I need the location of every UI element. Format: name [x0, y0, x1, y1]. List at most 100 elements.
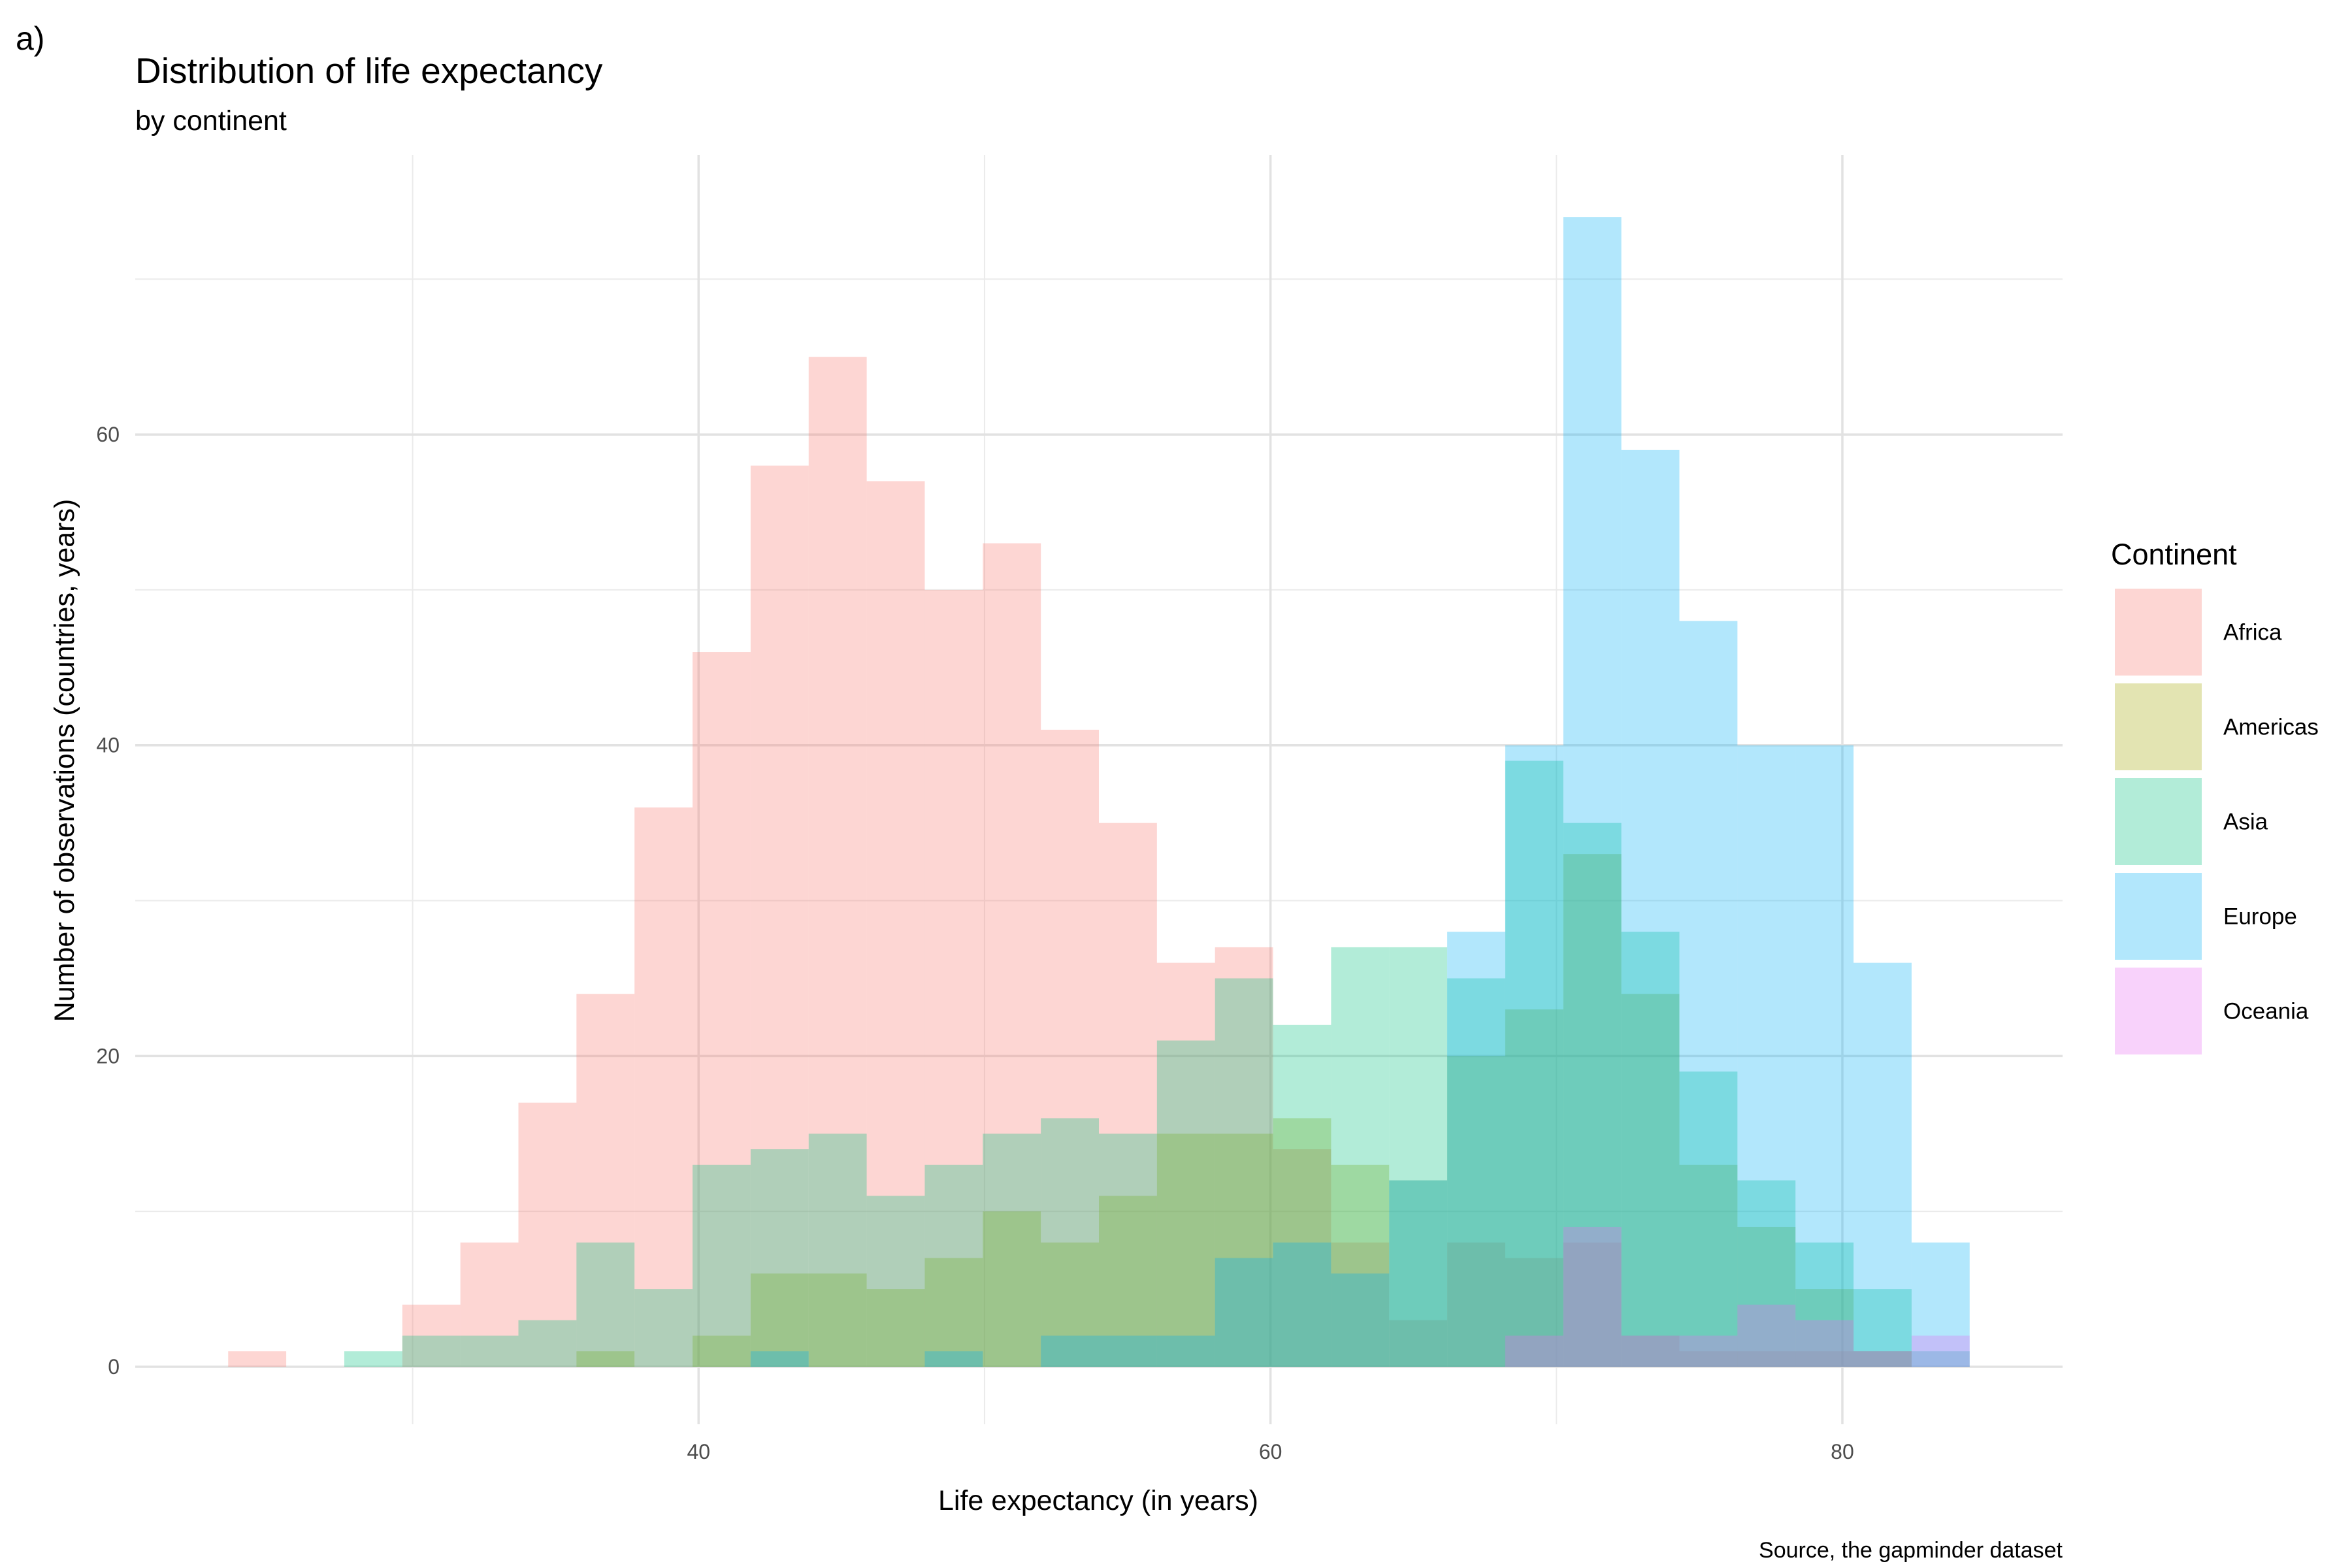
histogram-bar-europe: [1563, 217, 1622, 1367]
histogram-bar-africa: [1737, 1351, 1796, 1367]
histogram-bar-africa: [1099, 823, 1157, 1367]
series-americas: [576, 854, 1912, 1367]
histogram-bar-africa: [1215, 947, 1273, 1367]
histogram-bar-europe: [1273, 1242, 1331, 1367]
histogram-bar-americas: [1099, 1196, 1157, 1367]
legend-label-africa: Africa: [2223, 620, 2282, 645]
histogram-bar-africa: [924, 589, 983, 1367]
x-tick-label: 60: [1259, 1440, 1282, 1463]
histogram-bar-oceania: [1679, 1335, 1738, 1367]
legend-title: Continent: [2111, 538, 2237, 571]
histogram-bar-africa: [576, 994, 635, 1367]
histogram-bar-asia: [1911, 1351, 1970, 1367]
histogram-bar-oceania: [1505, 1335, 1563, 1367]
histogram-bar-americas: [1215, 1134, 1273, 1367]
histogram-bar-europe: [1331, 1273, 1390, 1367]
histogram-bar-americas: [1795, 1289, 1854, 1367]
y-tick-label: 60: [96, 423, 120, 446]
histogram-bar-americas: [983, 1211, 1041, 1367]
histogram-bar-americas: [808, 1273, 867, 1367]
y-axis-title: Number of observations (countries, years…: [49, 499, 80, 1022]
histogram-bar-asia: [1795, 1242, 1854, 1367]
histogram-bar-asia: [1099, 1134, 1157, 1367]
legend-key-africa: [2115, 589, 2202, 676]
histogram-bar-americas: [1621, 994, 1680, 1367]
histogram-bar-oceania: [1795, 1320, 1854, 1367]
histogram-bar-oceania: [1911, 1335, 1970, 1367]
histogram-bar-africa: [1795, 1351, 1854, 1367]
histogram-bar-africa: [1854, 1351, 1912, 1367]
histogram-bar-europe: [1854, 962, 1912, 1367]
legend-label-americas: Americas: [2223, 715, 2319, 740]
histogram-bar-asia: [344, 1351, 402, 1367]
legend-label-oceania: Oceania: [2223, 999, 2309, 1024]
legend-item-europe: Europe: [2115, 873, 2297, 960]
histogram-bar-oceania: [1563, 1226, 1622, 1367]
legend-key-europe: [2115, 873, 2202, 960]
histogram-bar-asia: [1273, 1024, 1331, 1367]
histogram-bar-americas: [693, 1335, 751, 1367]
histogram-bar-americas: [1041, 1242, 1099, 1367]
legend-item-americas: Americas: [2115, 683, 2319, 770]
series-africa: [228, 357, 1912, 1367]
series-oceania: [1505, 1226, 1970, 1367]
y-tick-label: 20: [96, 1044, 120, 1068]
histogram-bar-americas: [1389, 1180, 1448, 1367]
histogram-bar-asia: [750, 1149, 809, 1367]
histogram-bar-asia: [983, 1134, 1041, 1367]
histogram-bar-europe: [1215, 1258, 1273, 1367]
histogram-bar-asia: [1331, 947, 1390, 1367]
histogram-bar-africa: [866, 481, 925, 1367]
chart-subtitle: by continent: [135, 105, 287, 137]
histogram-bar-europe: [1737, 745, 1796, 1367]
histogram-bar-asia: [1447, 978, 1505, 1367]
bars-layer: [228, 217, 1970, 1367]
legend-key-oceania: [2115, 968, 2202, 1054]
axes-layer: 40 60 80 0 20 40 60: [96, 423, 1854, 1463]
histogram-bar-africa: [518, 1102, 577, 1367]
histogram-bar-africa: [1679, 1351, 1738, 1367]
histogram-bar-africa: [693, 652, 751, 1367]
histogram-bar-asia: [808, 1134, 867, 1367]
histogram-bar-africa: [1621, 1335, 1680, 1367]
legend-items: Africa Americas Asia Europe Oceania: [2115, 589, 2319, 1054]
histogram-bar-europe: [924, 1351, 983, 1367]
histogram-bar-africa: [1273, 1149, 1331, 1367]
histogram-bar-africa: [634, 807, 693, 1367]
histogram-bar-americas: [924, 1258, 983, 1367]
histogram-bar-africa: [983, 543, 1041, 1367]
histogram-bar-asia: [693, 1164, 751, 1367]
legend-label-asia: Asia: [2223, 809, 2268, 835]
histogram-bar-asia: [518, 1320, 577, 1367]
histogram-bar-europe: [1795, 745, 1854, 1367]
y-tick-label: 0: [108, 1355, 120, 1379]
histogram-bar-asia: [1621, 932, 1680, 1367]
histogram-bar-americas: [1331, 1164, 1390, 1367]
histogram-bar-asia: [924, 1164, 983, 1367]
histogram-bar-americas: [576, 1351, 635, 1367]
y-tick-label: 40: [96, 734, 120, 757]
histogram-bar-americas: [1563, 854, 1622, 1367]
histogram-bar-europe: [1447, 932, 1505, 1367]
series-europe: [750, 217, 1970, 1367]
histogram-bar-europe: [1389, 1180, 1448, 1367]
histogram-bar-asia: [1041, 1118, 1099, 1367]
histogram-bar-europe: [1911, 1242, 1970, 1367]
histogram-bar-oceania: [1854, 1351, 1912, 1367]
histogram-bar-europe: [750, 1351, 809, 1367]
histogram-bar-asia: [1854, 1289, 1912, 1367]
histogram-bar-asia: [460, 1335, 519, 1367]
legend-key-asia: [2115, 778, 2202, 865]
series-asia: [344, 760, 1970, 1367]
histogram-bar-americas: [1505, 1009, 1563, 1367]
histogram-bar-europe: [1621, 449, 1680, 1367]
histogram-bar-africa: [750, 465, 809, 1367]
histogram-bar-africa: [228, 1351, 287, 1367]
histogram-bar-asia: [1389, 947, 1448, 1367]
histogram-bar-europe: [1041, 1335, 1099, 1367]
histogram-bar-europe: [1505, 745, 1563, 1367]
chart-caption: Source, the gapminder dataset: [1759, 1538, 2063, 1563]
x-axis-title: Life expectancy (in years): [938, 1485, 1258, 1516]
